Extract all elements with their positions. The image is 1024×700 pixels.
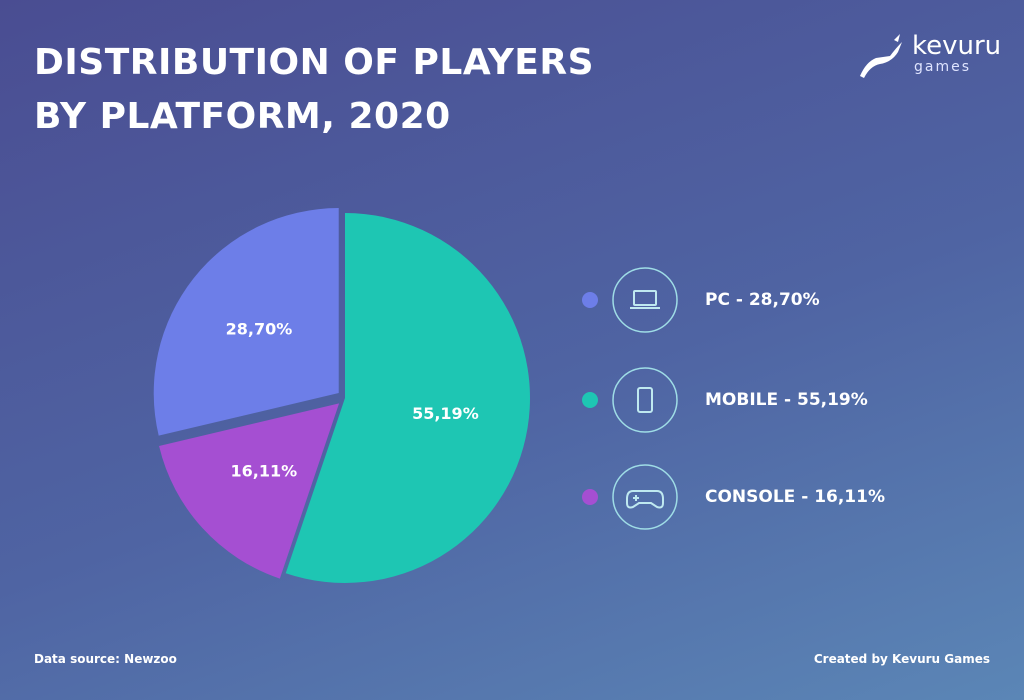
legend-icon-ring bbox=[612, 464, 678, 530]
pie-slice bbox=[285, 213, 530, 583]
legend-item: PC - 28,70% bbox=[582, 267, 820, 333]
slice-label: 16,11% bbox=[231, 461, 298, 480]
icon-phone bbox=[637, 387, 653, 413]
icon-gamepad bbox=[626, 490, 664, 509]
legend-icon-ring bbox=[612, 267, 678, 333]
slice-label: 28,70% bbox=[226, 319, 293, 338]
legend-swatch bbox=[582, 292, 598, 308]
credit-note: Created by Kevuru Games bbox=[813, 652, 990, 666]
icon-gamepad-cross bbox=[633, 495, 639, 501]
source-note: Data source: Newzoo bbox=[34, 652, 177, 666]
logo-brand: kevuru bbox=[912, 31, 1002, 61]
title: DISTRIBUTION OF PLAYERS BY PLATFORM, 202… bbox=[34, 42, 595, 137]
legend-item: CONSOLE - 16,11% bbox=[582, 464, 885, 530]
legend-swatch bbox=[582, 392, 598, 408]
legend-label: MOBILE - 55,19% bbox=[705, 390, 868, 410]
slice-label: 55,19% bbox=[412, 404, 479, 423]
legend-label: CONSOLE - 16,11% bbox=[705, 487, 885, 507]
logo: kevuru games bbox=[856, 32, 1001, 80]
legend-item: MOBILE - 55,19% bbox=[582, 367, 868, 433]
legend-icon-ring bbox=[612, 367, 678, 433]
legend-label: PC - 28,70% bbox=[705, 290, 820, 310]
logo-icon bbox=[860, 34, 902, 78]
pie-slice bbox=[159, 403, 340, 579]
legend-swatch bbox=[582, 489, 598, 505]
pie-slice bbox=[153, 208, 339, 436]
icon-laptop bbox=[633, 290, 657, 306]
logo-sub: games bbox=[914, 59, 972, 75]
